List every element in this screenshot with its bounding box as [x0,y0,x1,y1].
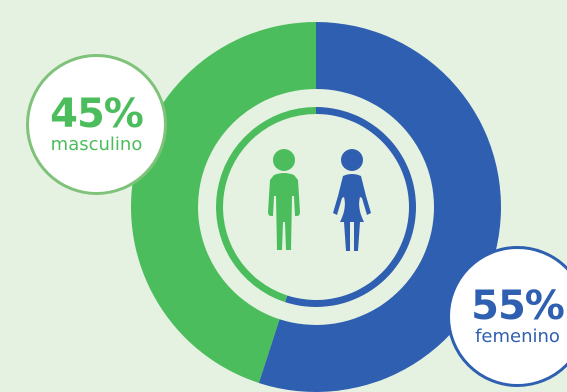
outer-slice-femenino [258,22,501,392]
inner-slice-masculino [215,107,316,303]
outer-slice-masculino [130,22,316,383]
male-person-icon [268,149,300,250]
female-person-icon [333,149,371,251]
male-category-label: masculino [50,134,143,155]
male-percentage-value: 45% [50,91,144,137]
female-percentage-badge: 55% femenino [447,246,567,387]
female-percentage-value: 55% [471,283,565,329]
outer-donut-ring [130,22,501,392]
male-percentage-badge: 45% masculino [26,54,167,195]
inner-donut-ring [215,107,416,307]
female-category-label: femenino [475,326,560,347]
